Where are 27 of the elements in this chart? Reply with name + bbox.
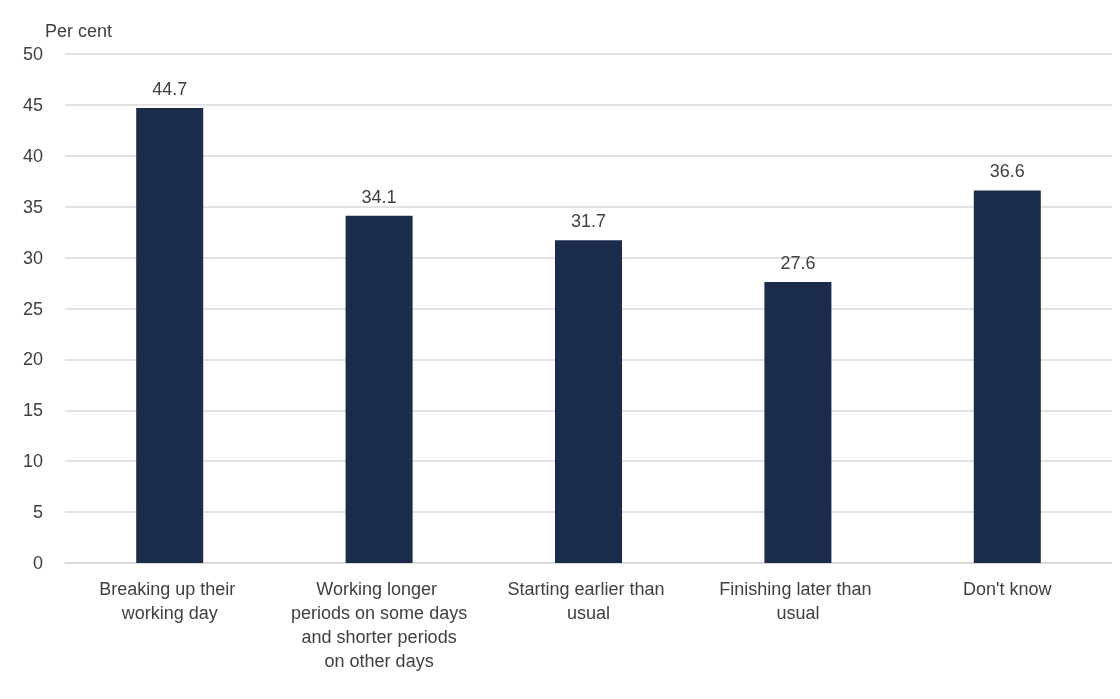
y-tick-label: 50 <box>22 44 43 64</box>
y-tick-label: 35 <box>22 196 43 217</box>
x-tick-label: Finishing later than usual <box>719 579 877 623</box>
y-tick-label: 5 <box>32 502 43 523</box>
x-tick-label: Starting earlier than usual <box>507 579 670 623</box>
data-label: 36.6 <box>989 161 1025 182</box>
y-tick-label: 30 <box>22 247 43 268</box>
y-tick-label: 15 <box>22 400 43 421</box>
bar <box>136 107 204 563</box>
bar <box>973 190 1041 563</box>
y-tick-label: 40 <box>22 145 43 166</box>
y-tick-label: 0 <box>32 553 43 573</box>
bar <box>764 282 832 563</box>
bar <box>555 240 622 563</box>
y-tick-label: 20 <box>22 349 43 370</box>
data-label: 27.6 <box>780 253 816 274</box>
x-tick-label: Breaking up their working day <box>99 579 241 623</box>
data-label: 34.1 <box>361 186 397 207</box>
y-tick-label: 45 <box>22 94 43 115</box>
bar <box>345 215 413 563</box>
data-label: 44.7 <box>152 78 188 99</box>
y-axis-title: Per cent <box>45 21 113 41</box>
y-tick-label: 10 <box>22 451 43 472</box>
x-tick-label: Working longer periods on some days and shorter periods on other days <box>291 579 468 671</box>
y-tick-label: 25 <box>22 298 43 319</box>
x-tick-label: Don't know <box>963 579 1053 599</box>
data-label: 31.7 <box>570 211 607 232</box>
